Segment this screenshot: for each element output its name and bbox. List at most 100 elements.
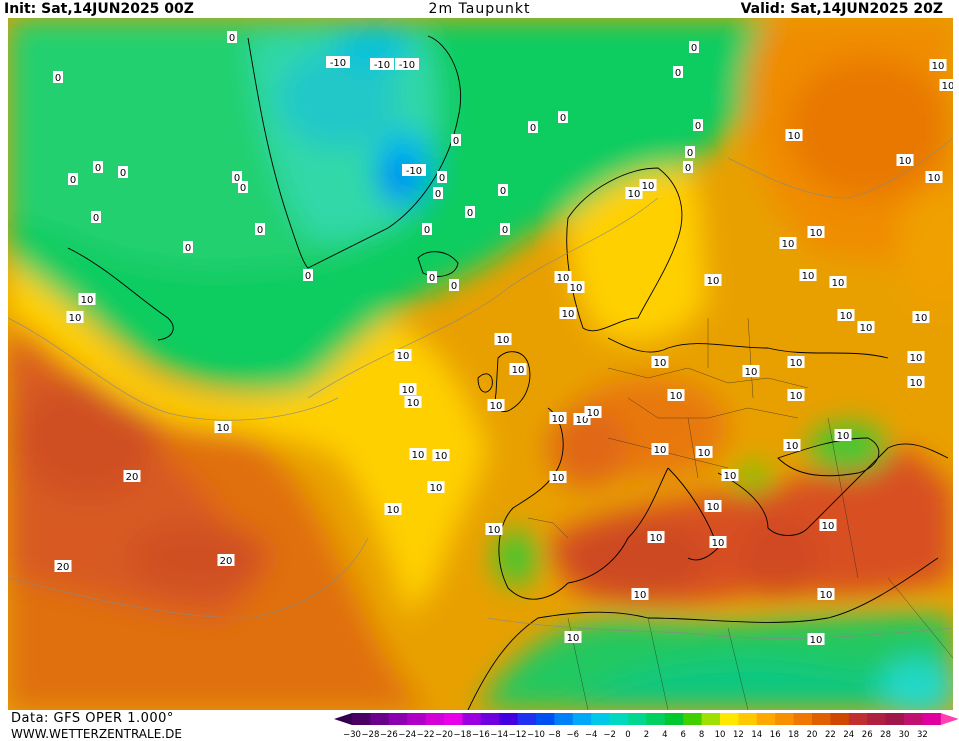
map-value-label: 10: [409, 448, 427, 461]
svg-text:-10: -10: [330, 58, 346, 69]
svg-text:20: 20: [57, 562, 70, 573]
colorbar-tick-label: 24: [843, 730, 854, 740]
init-time: Init: Sat,14JUN2025 00Z: [4, 1, 194, 17]
svg-text:0: 0: [439, 173, 445, 184]
svg-text:10: 10: [782, 239, 795, 250]
map-value-label: 10: [647, 531, 665, 544]
colorbar-tick-label: −12: [509, 730, 527, 740]
colorbar-swatch: [352, 713, 371, 725]
map-value-label: 10: [819, 519, 837, 532]
svg-text:0: 0: [435, 189, 441, 200]
colorbar-tick-label: 4: [662, 730, 667, 740]
colorbar-tick-label: −30: [343, 730, 361, 740]
svg-text:0: 0: [120, 168, 126, 179]
map-value-label: 10: [384, 503, 402, 516]
borders: [527, 317, 953, 710]
svg-text:0: 0: [467, 208, 473, 219]
map-value-label: 10: [399, 383, 417, 396]
map-value-label: 10: [785, 129, 803, 142]
svg-text:10: 10: [488, 525, 501, 536]
map-value-label: 10: [939, 79, 953, 92]
map-value-label: 10: [721, 469, 739, 482]
map-value-label: 10: [487, 399, 505, 412]
map-value-label: 10: [584, 406, 602, 419]
colorbar-swatch: [572, 713, 592, 725]
map-value-label: 10: [779, 237, 797, 250]
colorbar-tick-label: −20: [435, 730, 453, 740]
colorbar-swatch: [444, 713, 463, 725]
map-value-label: 10: [907, 376, 925, 389]
map-value-label: 10: [783, 439, 801, 452]
map-value-label: 0: [689, 41, 699, 54]
map-value-label: 10: [907, 351, 925, 364]
data-source: Data: GFS OPER 1.000°: [11, 711, 174, 726]
map-value-label: 20: [123, 470, 141, 483]
map-value-label: 10: [817, 588, 835, 601]
svg-text:0: 0: [687, 148, 693, 159]
colorbar-tick-label: 12: [733, 730, 744, 740]
colorbar-swatch: [425, 713, 445, 725]
colorbar-swatch: [720, 713, 739, 725]
svg-text:10: 10: [430, 483, 443, 494]
coastlines: [67, 35, 949, 710]
colorbar-swatch: [793, 713, 813, 725]
map-value-label: 10: [432, 449, 450, 462]
map-value-label: 10: [929, 59, 947, 72]
svg-text:10: 10: [407, 398, 420, 409]
colorbar-tick-label: −4: [585, 730, 598, 740]
colorbar-overflow: [940, 713, 958, 725]
colorbar-tick-label: −16: [472, 730, 490, 740]
colorbar-swatch: [407, 713, 427, 725]
colorbar-tick-label: −10: [527, 730, 545, 740]
svg-text:10: 10: [707, 502, 720, 513]
svg-text:20: 20: [126, 472, 139, 483]
colorbar-tick-label: 20: [807, 730, 818, 740]
colorbar-swatch: [370, 713, 390, 725]
colorbar-tick-label: 26: [862, 730, 873, 740]
map-value-label: 10: [66, 311, 84, 324]
svg-text:10: 10: [724, 471, 737, 482]
colorbar-swatch: [554, 713, 574, 725]
map-value-label: 10: [631, 588, 649, 601]
svg-text:10: 10: [552, 473, 565, 484]
website-label: WWW.WETTERZENTRALE.DE: [11, 727, 182, 741]
svg-text:10: 10: [810, 635, 823, 646]
svg-text:10: 10: [942, 81, 953, 92]
map-value-label: 10: [485, 523, 503, 536]
map-value-label: 10: [559, 307, 577, 320]
svg-text:10: 10: [397, 351, 410, 362]
svg-text:10: 10: [670, 391, 683, 402]
colorbar-swatch: [683, 713, 703, 725]
svg-text:10: 10: [820, 590, 833, 601]
map-value-label: 0: [683, 161, 693, 174]
svg-text:10: 10: [654, 358, 667, 369]
colorbar-swatch: [664, 713, 684, 725]
map-value-label: 10: [651, 356, 669, 369]
svg-text:10: 10: [412, 450, 425, 461]
svg-text:10: 10: [69, 313, 82, 324]
map-value-label: 10: [394, 349, 412, 362]
map-value-label: 20: [217, 554, 235, 567]
map-value-label: 10: [667, 389, 685, 402]
svg-text:10: 10: [910, 378, 923, 389]
map-value-label: 20: [54, 560, 72, 573]
svg-text:10: 10: [654, 445, 667, 456]
svg-text:10: 10: [497, 335, 510, 346]
colorbar-swatch: [536, 713, 555, 725]
svg-text:10: 10: [387, 505, 400, 516]
colorbar-tick-label: −24: [398, 730, 416, 740]
svg-text:0: 0: [451, 281, 457, 292]
svg-text:10: 10: [745, 367, 758, 378]
svg-text:0: 0: [424, 225, 430, 236]
map-value-label: 10: [704, 500, 722, 513]
map-value-label: 10: [787, 389, 805, 402]
map-value-label: 0: [500, 223, 510, 236]
map-value-label: 10: [807, 226, 825, 239]
svg-text:10: 10: [217, 423, 230, 434]
svg-text:0: 0: [453, 136, 459, 147]
map-value-label: 0: [91, 211, 101, 224]
map-value-label: 10: [799, 269, 817, 282]
svg-text:10: 10: [576, 415, 589, 426]
svg-text:10: 10: [650, 533, 663, 544]
map-value-label: 10: [554, 271, 572, 284]
